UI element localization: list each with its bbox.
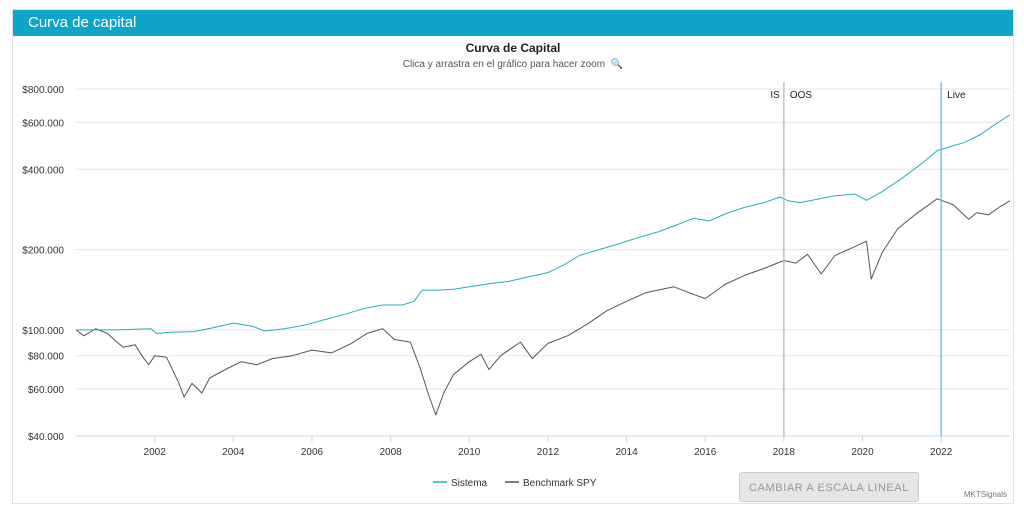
x-tick-label: 2022 [930, 447, 953, 458]
series-line-1 [75, 198, 1011, 416]
y-tick-label: $40.000 [28, 432, 65, 443]
y-tick-label: $60.000 [28, 385, 65, 396]
y-tick-label: $200.000 [22, 246, 64, 257]
zoom-in-icon: 🔍 [610, 59, 624, 70]
y-tick-label: $100.000 [22, 326, 64, 337]
x-tick-label: 2010 [458, 447, 481, 458]
y-tick-label: $800.000 [22, 85, 64, 96]
marker-label-left: IS [770, 90, 780, 101]
y-tick-label: $400.000 [22, 165, 64, 176]
x-tick-label: 2012 [537, 447, 560, 458]
credit-text: MKTSignals [963, 490, 1007, 499]
x-tick-label: 2016 [694, 447, 717, 458]
legend-label: Benchmark SPY [523, 478, 597, 489]
x-tick-label: 2002 [144, 447, 167, 458]
panel-header: Curva de capital [13, 10, 1013, 36]
marker-label-right: OOS [790, 90, 813, 101]
y-tick-label: $600.000 [22, 118, 64, 129]
chart-title: Curva de Capital [465, 41, 561, 55]
x-tick-label: 2020 [851, 447, 874, 458]
panel-title: Curva de capital [28, 14, 137, 31]
chart-panel: Curva de capital Curva de Capital Clica … [12, 9, 1014, 504]
x-tick-label: 2006 [301, 447, 324, 458]
legend-label: Sistema [451, 478, 488, 489]
y-tick-label: $80.000 [28, 352, 65, 363]
toggle-linear-scale-button[interactable]: CAMBIAR A ESCALA LINEAL [739, 472, 919, 502]
x-tick-label: 2018 [773, 447, 796, 458]
marker-label-right: Live [947, 90, 966, 101]
x-tick-label: 2008 [379, 447, 402, 458]
x-tick-label: 2014 [615, 447, 638, 458]
series-line-0 [76, 114, 1011, 334]
chart-subtitle: Clica y arrastra en el gráfico para hace… [13, 59, 1013, 70]
plot-area[interactable]: $800.000 $600.000 $400.000 $200.000 $100.000… [13, 10, 1015, 505]
x-tick-label: 2004 [222, 447, 245, 458]
zoom-hint: Clica y arrastra en el gráfico para hace… [402, 59, 606, 70]
